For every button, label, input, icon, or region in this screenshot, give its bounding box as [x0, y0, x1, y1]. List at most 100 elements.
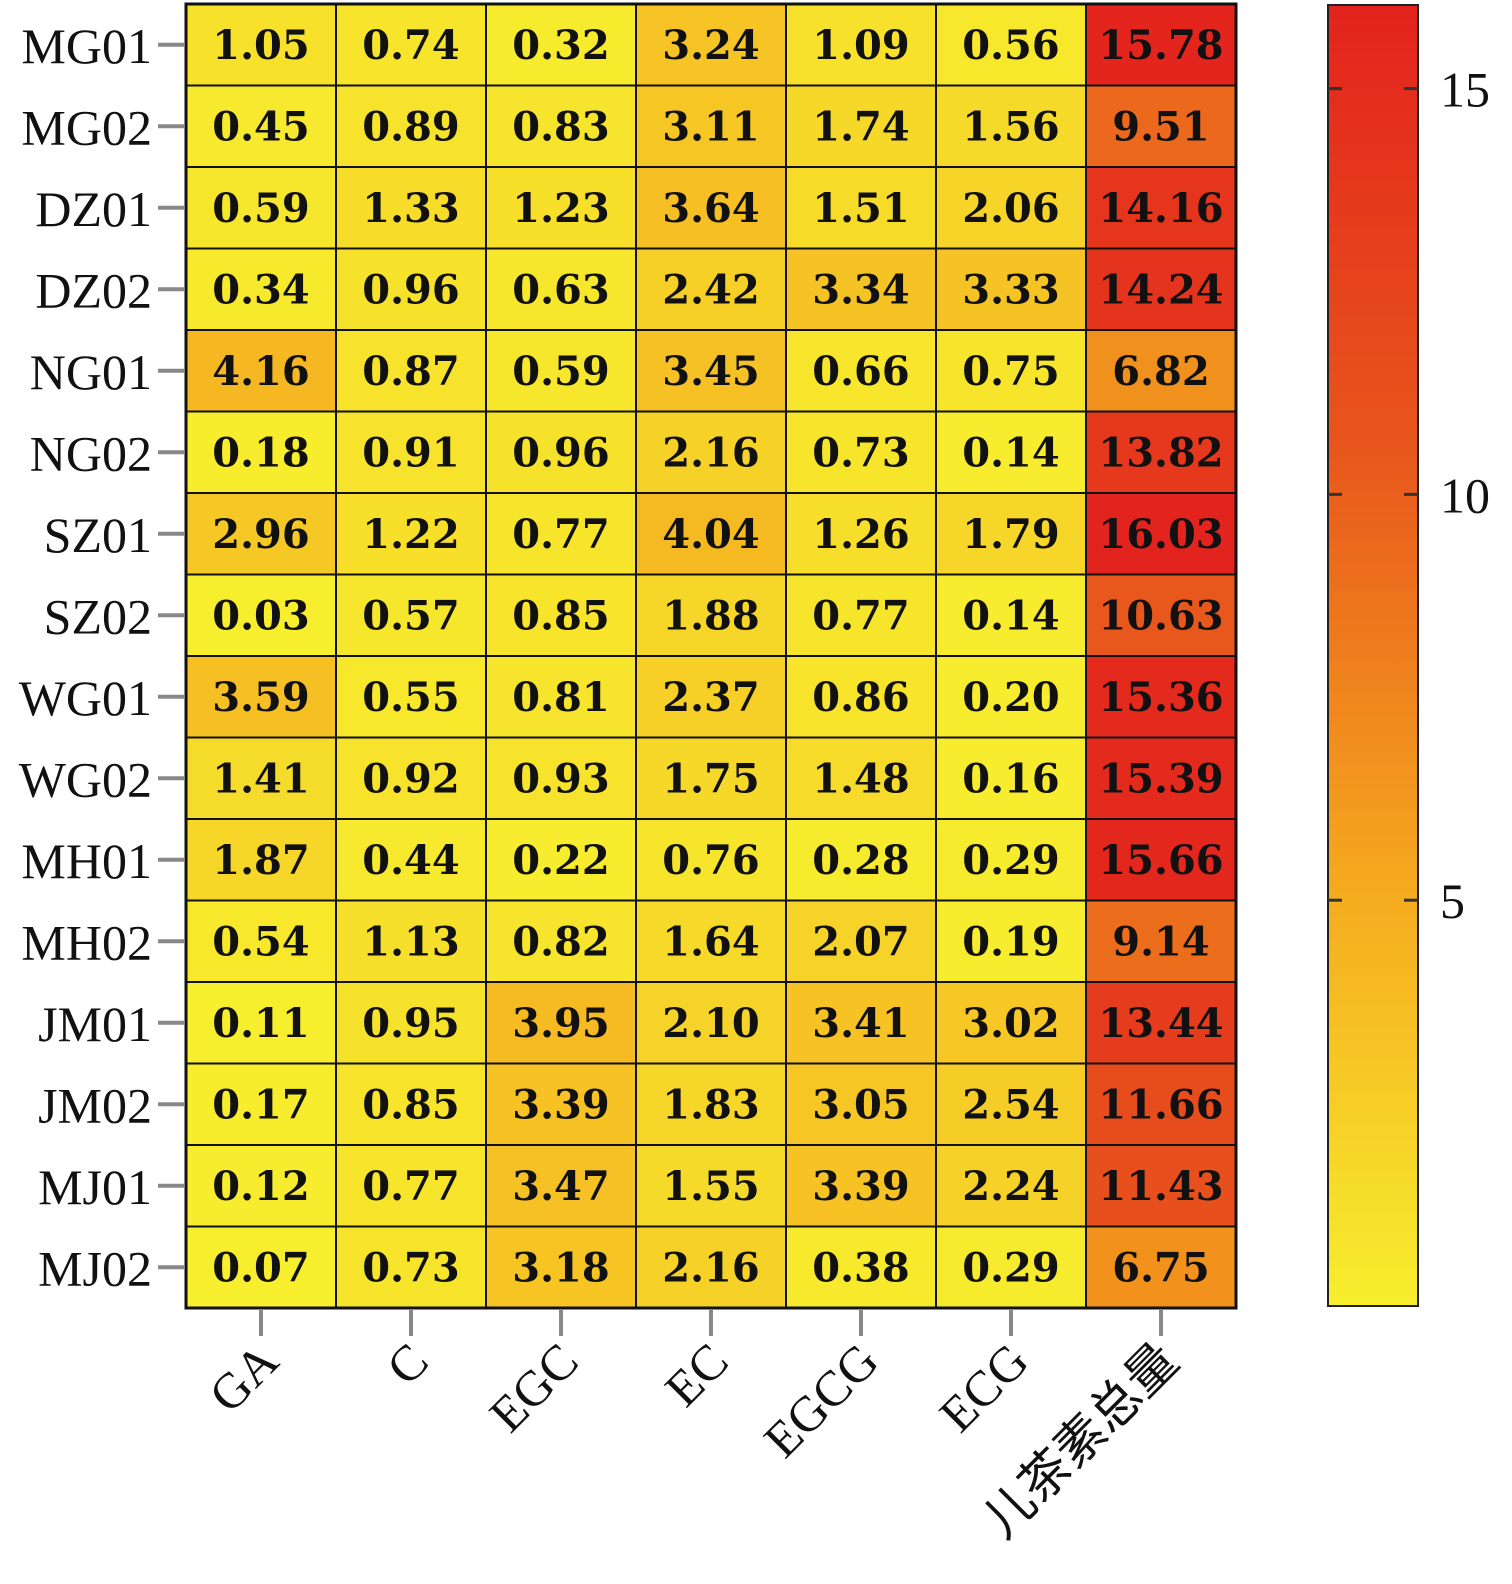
cell-value-label: 0.86	[812, 674, 909, 721]
cell-value-label: 0.54	[212, 918, 309, 965]
row-label: SZ01	[44, 507, 152, 563]
heatmap-cell	[935, 3, 1087, 87]
heatmap-cell	[785, 655, 937, 739]
heatmap-cell	[1085, 1225, 1237, 1309]
heatmap-cell	[635, 247, 787, 331]
column-label: ECG	[928, 1332, 1038, 1442]
cell-value-label: 0.55	[362, 674, 459, 721]
heatmap-cell	[1085, 492, 1237, 576]
row-label: MH01	[21, 833, 152, 889]
heatmap-cell	[335, 899, 487, 983]
cell-value-label: 2.16	[662, 429, 759, 476]
cell-value-label: 0.95	[362, 1000, 459, 1047]
heatmap-cell	[185, 492, 337, 576]
row-label: DZ01	[35, 181, 152, 237]
cell-value-label: 2.54	[962, 1081, 1059, 1128]
cell-value-label: 0.18	[212, 429, 309, 476]
cell-value-label: 2.06	[962, 185, 1059, 232]
heatmap-cell	[935, 247, 1087, 331]
heatmap-cell	[485, 818, 637, 902]
heatmap-cell	[785, 818, 937, 902]
cell-value-label: 1.79	[962, 511, 1059, 558]
heatmap-cell	[935, 492, 1087, 576]
cell-value-label: 9.51	[1112, 103, 1209, 150]
heatmap-cell	[635, 981, 787, 1065]
cell-value-label: 0.74	[362, 22, 459, 69]
cell-value-label: 1.55	[662, 1163, 759, 1210]
cell-value-label: 0.11	[212, 1000, 309, 1047]
cell-value-label: 2.16	[662, 1244, 759, 1291]
row-label: MJ01	[38, 1159, 152, 1215]
cell-value-label: 3.59	[212, 674, 309, 721]
heatmap-cell	[335, 1225, 487, 1309]
heatmap-cell	[485, 655, 637, 739]
cell-value-label: 3.41	[812, 1000, 909, 1047]
row-label: DZ02	[35, 262, 152, 318]
cell-value-label: 13.82	[1098, 429, 1223, 476]
cell-value-label: 1.51	[812, 185, 909, 232]
heatmap-cell	[935, 166, 1087, 250]
cell-value-label: 16.03	[1098, 511, 1223, 558]
heatmap-cell	[785, 1144, 937, 1228]
heatmap-cell	[185, 981, 337, 1065]
heatmap-cell	[635, 410, 787, 494]
heatmap-cell	[485, 736, 637, 820]
heatmap-cell	[635, 899, 787, 983]
heatmap-cell	[1085, 84, 1237, 168]
row-label: MJ02	[38, 1240, 152, 1296]
heatmap-cell	[1085, 1062, 1237, 1146]
heatmap-cell	[1085, 818, 1237, 902]
cell-value-label: 3.02	[962, 1000, 1059, 1047]
heatmap-cell	[935, 818, 1087, 902]
cell-value-label: 1.88	[662, 592, 759, 639]
cell-value-label: 0.16	[962, 755, 1059, 802]
heatmap-cell	[785, 981, 937, 1065]
heatmap-cell	[485, 166, 637, 250]
cell-value-label: 1.26	[812, 511, 909, 558]
row-label: NG01	[30, 344, 152, 400]
row-label: JM01	[38, 996, 152, 1052]
cell-value-label: 3.47	[512, 1163, 609, 1210]
column-label: C	[376, 1332, 439, 1395]
cell-value-label: 15.78	[1098, 22, 1223, 69]
heatmap-cell	[635, 166, 787, 250]
cell-value-label: 2.24	[962, 1163, 1059, 1210]
heatmap-cell	[335, 3, 487, 87]
heatmap-cell	[635, 818, 787, 902]
cell-value-label: 14.24	[1098, 266, 1223, 313]
cell-value-label: 1.41	[212, 755, 309, 802]
cell-value-label: 0.57	[362, 592, 459, 639]
heatmap-cell	[935, 899, 1087, 983]
colorbar-tick-label: 15	[1440, 62, 1490, 118]
cell-value-label: 1.75	[662, 755, 759, 802]
cell-value-label: 0.66	[812, 348, 909, 395]
heatmap-cell	[185, 899, 337, 983]
row-label: MH02	[21, 914, 152, 970]
cell-value-label: 0.20	[962, 674, 1059, 721]
cell-value-label: 2.42	[662, 266, 759, 313]
cell-value-label: 1.56	[962, 103, 1059, 150]
cell-value-label: 3.24	[662, 22, 759, 69]
cell-value-label: 1.87	[212, 837, 309, 884]
cell-value-label: 1.09	[812, 22, 909, 69]
cell-value-label: 0.19	[962, 918, 1059, 965]
heatmap-cell	[485, 981, 637, 1065]
cell-value-label: 0.83	[512, 103, 609, 150]
heatmap-cell	[335, 1144, 487, 1228]
heatmap-cell	[635, 1144, 787, 1228]
cell-value-label: 0.85	[512, 592, 609, 639]
cell-value-label: 0.96	[362, 266, 459, 313]
cell-value-label: 0.77	[362, 1163, 459, 1210]
heatmap-cell	[635, 736, 787, 820]
cell-value-label: 0.82	[512, 918, 609, 965]
cell-value-label: 0.34	[212, 266, 309, 313]
heatmap-cell	[485, 1225, 637, 1309]
heatmap-cell	[935, 736, 1087, 820]
cell-value-label: 0.93	[512, 755, 609, 802]
cell-value-label: 1.23	[512, 185, 609, 232]
heatmap-cell	[1085, 1144, 1237, 1228]
cell-value-label: 0.29	[962, 1244, 1059, 1291]
heatmap-cell	[335, 573, 487, 657]
colorbar: 5 10 15	[1327, 4, 1490, 1307]
heatmap-cell	[185, 736, 337, 820]
